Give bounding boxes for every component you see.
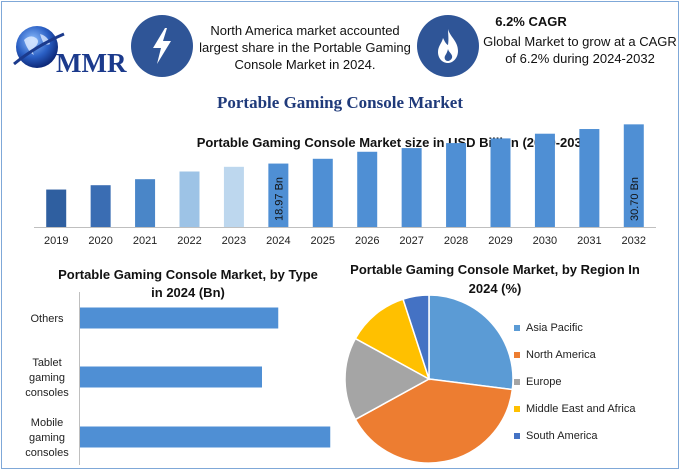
legend-swatch [514,351,520,358]
type-category-label: consoles [25,387,69,399]
flame-icon [438,29,458,63]
bar-2027 [401,148,422,227]
pie-slice [402,294,430,380]
type-category-label: Others [30,313,64,325]
bar-2032 [623,124,644,227]
legend-swatch [514,405,520,412]
type-category-label: gaming [29,432,65,444]
bar-2030 [534,133,555,227]
legend-item: Middle East and Africa [514,395,674,422]
type-category-label: Mobile [31,417,63,429]
bar-2031 [579,129,600,227]
legend-swatch [514,378,520,385]
bar-2020 [90,185,111,227]
legend-label: Middle East and Africa [526,402,636,415]
type-category-label: Tablet [32,357,61,369]
logo-text: MMR [56,48,127,78]
type-category-label: gaming [29,372,65,384]
bar-2019 [46,189,67,227]
legend-label: North America [526,348,596,361]
x-tick-label: 2031 [577,235,601,247]
type-bar [80,426,331,448]
legend-item: South America [514,422,674,449]
main-title: Portable Gaming Console Market [217,93,463,112]
cagr-text: Global Market to grow at a CAGR of 6.2% … [483,34,677,66]
market-size-chart: 2019 2020 2021 2022 2023 2024 18.97 Bn 2025 2026… [34,124,656,247]
legend-item: Asia Pacific [514,314,674,341]
x-tick-label: 2032 [622,235,646,247]
x-tick-label: 2025 [311,235,335,247]
x-tick-label: 2029 [488,235,512,247]
x-tick-label: 2020 [88,235,112,247]
x-tick-label: 2019 [44,235,68,247]
type-chart-title: Portable Gaming Console Market, by Type … [58,267,318,300]
banner-north-america: North America market accounted largest s… [199,23,411,72]
region-legend: Asia Pacific North America Europe Middle Ea… [514,314,674,449]
x-tick-label: 2022 [177,235,201,247]
bar-2025 [312,158,333,227]
x-tick-label: 2024 [266,235,290,247]
lightning-icon [153,28,171,64]
data-label: 30.70 Bn [629,177,641,221]
bar-2023 [223,166,244,227]
legend-swatch [514,432,520,439]
flame-badge [417,15,479,77]
pie-slice [354,298,431,381]
bar-2028 [446,143,467,227]
pie-slice [344,337,431,421]
bar-2026 [357,151,378,227]
logo: MMR [10,20,128,80]
legend-swatch [514,324,520,331]
x-tick-label: 2030 [533,235,557,247]
region-pie-chart [344,294,514,464]
legend-item: Europe [514,368,674,395]
bar-2024 [268,163,289,227]
legend-label: South America [526,429,598,442]
bar-2022 [179,171,200,227]
type-chart: Others Tablet gaming consoles Mobile gaming co… [25,292,331,465]
x-tick-label: 2028 [444,235,468,247]
type-category-label: consoles [25,447,69,459]
pie-slice [428,294,514,391]
x-tick-label: 2027 [399,235,423,247]
data-label: 18.97 Bn [273,177,285,221]
bar-2021 [135,179,156,227]
x-tick-label: 2026 [355,235,379,247]
legend-label: Asia Pacific [526,321,583,334]
type-bar [80,366,262,388]
legend-label: Europe [526,375,562,388]
x-tick-label: 2021 [133,235,157,247]
x-tick-label: 2023 [222,235,246,247]
globe-icon [13,26,65,68]
lightning-badge [131,15,193,77]
type-bar [80,307,279,329]
cagr-title: 6.2% CAGR [495,14,567,29]
region-chart-title: Portable Gaming Console Market, by Regio… [350,262,640,296]
pie-slice [354,378,514,464]
legend-item: North America [514,341,674,368]
bar-2029 [490,138,511,227]
